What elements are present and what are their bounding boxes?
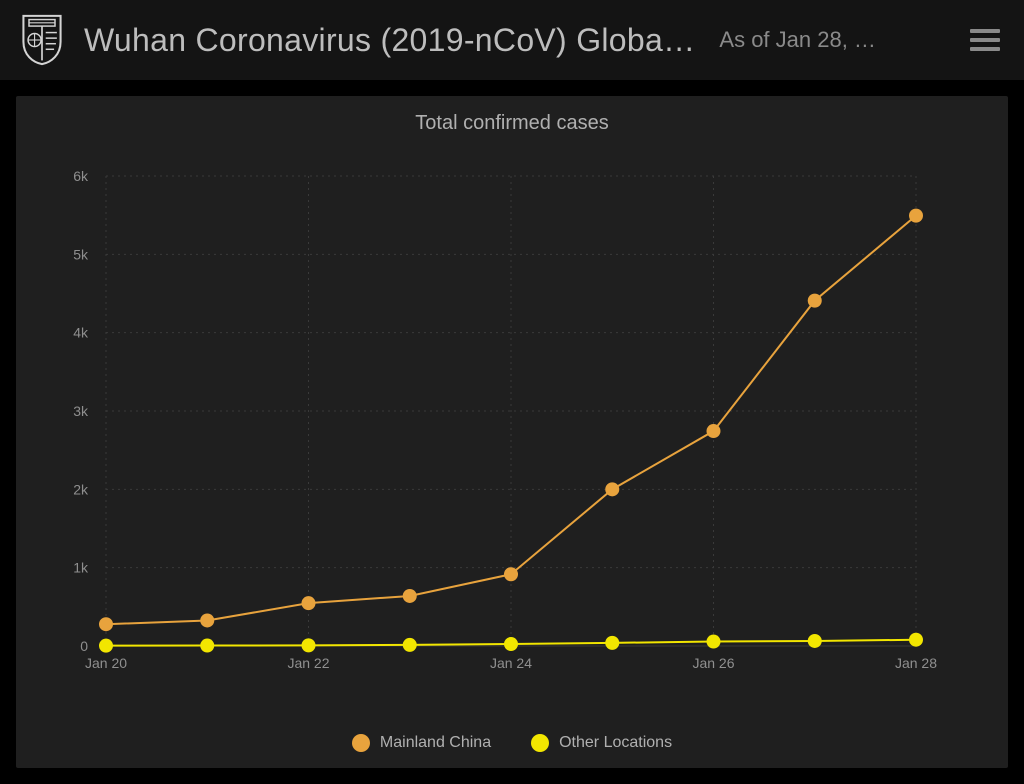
chart-legend: Mainland China Other Locations [16, 734, 1008, 752]
legend-item-mainland-china[interactable]: Mainland China [352, 734, 491, 752]
svg-text:4k: 4k [73, 325, 89, 341]
legend-swatch-icon [352, 734, 370, 752]
legend-item-other-locations[interactable]: Other Locations [531, 734, 672, 752]
svg-text:Jan 22: Jan 22 [287, 655, 329, 671]
svg-text:Jan 20: Jan 20 [85, 655, 127, 671]
line-chart: 01k2k3k4k5k6kJan 20Jan 22Jan 24Jan 26Jan… [96, 166, 956, 676]
legend-label: Mainland China [380, 734, 491, 752]
svg-text:3k: 3k [73, 403, 89, 419]
svg-text:2k: 2k [73, 481, 89, 497]
menu-icon[interactable] [970, 29, 1000, 51]
chart-title: Total confirmed cases [16, 112, 1008, 135]
svg-text:Jan 26: Jan 26 [692, 655, 734, 671]
university-shield-logo [18, 14, 66, 66]
legend-swatch-icon [531, 734, 549, 752]
svg-text:5k: 5k [73, 246, 89, 262]
app-frame: Wuhan Coronavirus (2019-nCoV) Globa… As … [0, 0, 1024, 784]
svg-text:1k: 1k [73, 560, 89, 576]
page-title: Wuhan Coronavirus (2019-nCoV) Globa… [84, 22, 695, 59]
legend-label: Other Locations [559, 734, 672, 752]
header-bar: Wuhan Coronavirus (2019-nCoV) Globa… As … [0, 0, 1024, 80]
page-subtitle: As of Jan 28, … [719, 27, 952, 53]
svg-text:6k: 6k [73, 168, 89, 184]
chart-plot-area: 01k2k3k4k5k6kJan 20Jan 22Jan 24Jan 26Jan… [96, 166, 956, 676]
chart-panel: Total confirmed cases 0 1k 2k 3k 4k 5k 6k Jan 2… [16, 96, 1008, 768]
svg-text:0: 0 [80, 638, 88, 654]
svg-text:Jan 28: Jan 28 [895, 655, 937, 671]
svg-text:Jan 24: Jan 24 [490, 655, 532, 671]
